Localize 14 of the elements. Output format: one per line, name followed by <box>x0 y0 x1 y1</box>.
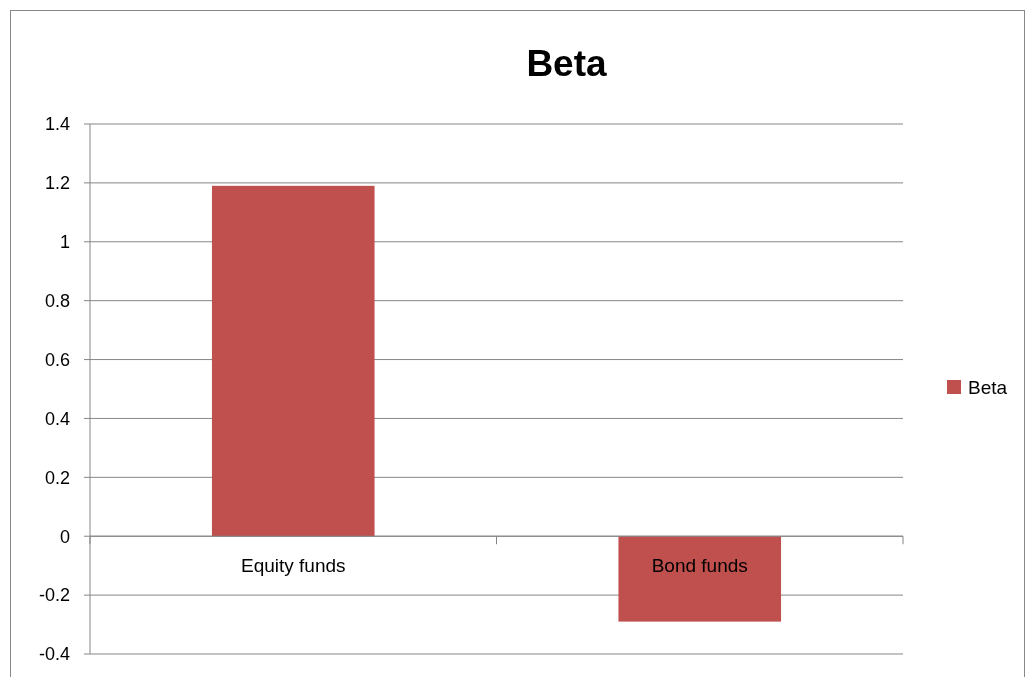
y-tick-label: 1 <box>59 232 70 253</box>
y-tick-label: -0.2 <box>38 585 70 606</box>
y-tick-label: 0.2 <box>44 467 70 488</box>
y-tick-label: -0.4 <box>38 644 70 665</box>
legend-label: Beta <box>968 376 1008 398</box>
y-tick-label: 1.4 <box>44 114 70 135</box>
x-tick-label: Bond funds <box>651 555 748 577</box>
y-tick-label: 1.2 <box>44 173 70 194</box>
y-tick-label: 0.6 <box>44 349 70 370</box>
y-tick-label: 0 <box>59 526 70 547</box>
y-tick-label: 0.8 <box>44 290 70 311</box>
y-tick-label: 0.4 <box>44 408 70 429</box>
chart-title: Beta <box>526 43 608 84</box>
x-tick-label: Equity funds <box>240 555 346 577</box>
